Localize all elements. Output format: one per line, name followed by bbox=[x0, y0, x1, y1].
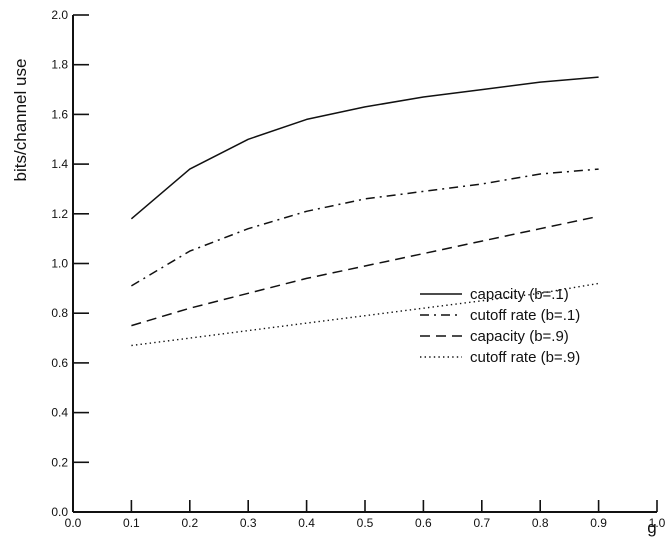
legend: capacity (b=.1) cutoff rate (b=.1) capacit… bbox=[420, 286, 580, 366]
legend-label: capacity (b=.1) bbox=[470, 286, 569, 303]
y-tick-label: 1.4 bbox=[51, 157, 68, 171]
series-layer bbox=[130, 76, 599, 347]
y-tick-label: 1.2 bbox=[51, 207, 68, 221]
y-tick-label: 0.8 bbox=[51, 306, 68, 320]
x-tick-label: 0.6 bbox=[415, 516, 432, 530]
y-tick-label: 1.8 bbox=[51, 58, 68, 72]
x-tick-label: 0.3 bbox=[240, 516, 257, 530]
x-tick-label: 0.4 bbox=[298, 516, 315, 530]
x-tick-label: 0.7 bbox=[473, 516, 490, 530]
x-tick-label: 0.9 bbox=[590, 516, 607, 530]
y-tick-label: 0.6 bbox=[51, 356, 68, 370]
legend-label: capacity (b=.9) bbox=[470, 328, 569, 345]
x-tick-label: 0.0 bbox=[65, 516, 82, 530]
y-tick-label: 0.0 bbox=[51, 505, 68, 519]
y-tick-label: 0.4 bbox=[51, 406, 68, 420]
axes-layer bbox=[72, 15, 657, 513]
y-axis-title: bits/channel use bbox=[11, 59, 30, 182]
x-tick-label: 0.8 bbox=[532, 516, 549, 530]
x-tick-label: 0.2 bbox=[181, 516, 198, 530]
y-tick-label: 1.6 bbox=[51, 107, 68, 121]
y-tick-label: 1.0 bbox=[51, 257, 68, 271]
series-line-3 bbox=[131, 215, 599, 327]
legend-label: cutoff rate (b=.1) bbox=[470, 307, 580, 324]
ticks-layer: 0.0 0.2 0.4 0.6 0.8 1.0 1.2 1.4 1.6 1.8 2.0 0.0 0.1 0… bbox=[51, 8, 665, 530]
x-axis-title: g bbox=[647, 518, 656, 537]
series-line-4 bbox=[131, 282, 599, 347]
y-tick-label: 2.0 bbox=[51, 8, 68, 22]
legend-label: cutoff rate (b=.9) bbox=[470, 349, 580, 366]
x-tick-label: 0.1 bbox=[123, 516, 140, 530]
x-tick-label: 1.0 bbox=[649, 516, 666, 530]
series-line-1 bbox=[130, 76, 599, 220]
y-tick-label: 0.2 bbox=[51, 455, 68, 469]
series-line-2 bbox=[131, 168, 599, 287]
x-tick-label: 0.5 bbox=[357, 516, 374, 530]
